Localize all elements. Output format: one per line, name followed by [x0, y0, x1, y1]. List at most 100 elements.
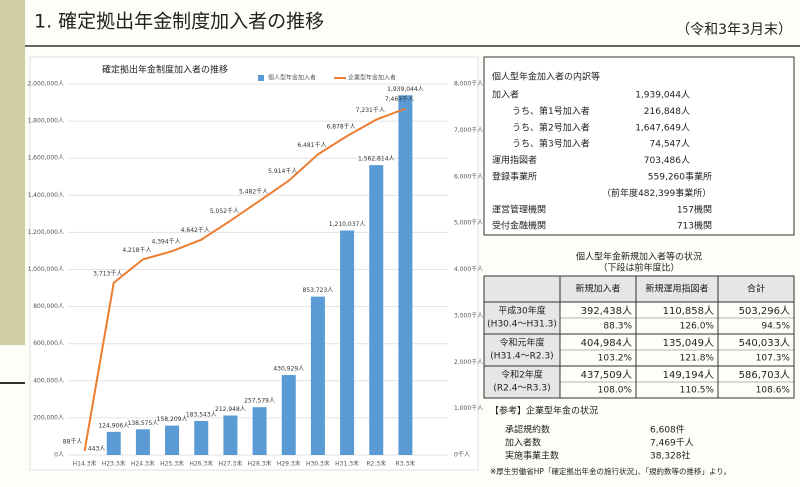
date: （令和3年3月末） [676, 22, 792, 38]
x-tick-label: H23.3末 [102, 460, 126, 468]
breakdown-value: 559,260事業所 [648, 171, 712, 183]
y-tick-label: 400,000人 [33, 377, 64, 384]
breakdown-label: 運用指図者 [492, 154, 537, 166]
y-tick-label: 1,600,000人 [27, 155, 64, 162]
line-value-label: 88千人 [63, 437, 83, 445]
breakdown-label: 運営管理機関 [492, 203, 546, 215]
breakdown-label: 受付金融機関 [492, 220, 546, 232]
breakdown-value: 1,939,044人 [635, 90, 690, 101]
row-period: (H31.4～R2.3) [490, 352, 553, 362]
bar [310, 296, 325, 455]
cell-ratio: 108.6% [756, 386, 791, 396]
breakdown-label: 加入者 [492, 90, 519, 101]
footnote: ※厚生労働省HP「確定拠出年金の施行状況」、「規約数等の推移」より。 [490, 466, 731, 476]
bar-value-label: 1,210,037人 [329, 221, 366, 228]
x-tick-label: H24.3末 [131, 460, 155, 468]
cell-ratio: 88.3% [603, 322, 632, 332]
y2-tick-label: 8,000千人 [454, 80, 483, 88]
line-value-label: 3,713千人 [93, 269, 122, 277]
y-tick-label: 200,000人 [33, 414, 64, 421]
table-subtitle: （下段は前年度比） [598, 262, 679, 274]
breakdown-box [483, 56, 795, 236]
bar-value-label: 853,723人 [303, 287, 334, 294]
bar [281, 375, 296, 455]
reference-label: 実施事業主数 [505, 450, 559, 462]
bar-value-label: 443人 [88, 445, 105, 452]
bar-value-label: 138,575人 [128, 420, 159, 427]
y-tick-label: 1,400,000人 [27, 192, 64, 199]
line-value-label: 4,218千人 [122, 246, 151, 254]
cell-value: 135,049人 [663, 337, 714, 349]
x-tick-label: R3.3末 [396, 460, 416, 468]
line [83, 107, 406, 452]
bar-value-label: 212,948人 [215, 406, 246, 413]
y-tick-label: 800,000人 [33, 303, 64, 310]
cell-value: 540,033人 [739, 337, 790, 349]
breakdown-value: 216,848人 [644, 106, 690, 117]
cell-value: 503,296人 [739, 305, 790, 317]
row-period: (H30.4～H31.3) [487, 320, 557, 330]
reference-title: 【参考】企業型年金の状況 [490, 405, 598, 417]
row-label: 令和2年度 [501, 369, 543, 381]
cell-value: 437,509人 [581, 369, 632, 381]
breakdown-value: 157機関 [677, 203, 712, 215]
cell-value: 404,984人 [581, 337, 632, 349]
line-value-label: 7,469千人 [385, 95, 414, 103]
line-value-label: 5,482千人 [239, 187, 268, 195]
bar-value-label: 1,562,814人 [358, 156, 395, 163]
cell-ratio: 94.5% [761, 322, 790, 332]
breakdown-label: （前年度482,399事業所） [602, 187, 711, 199]
bar-value-label: 1,939,044人 [387, 86, 424, 93]
table-header: 合計 [747, 283, 765, 295]
line-value-label: 4,642千人 [181, 226, 210, 234]
x-tick-label: H27.3末 [218, 460, 242, 468]
y-tick-label: 1,800,000人 [27, 118, 64, 125]
cell-value: 392,438人 [581, 305, 632, 317]
line-value-label: 5,052千人 [210, 207, 239, 215]
bar [340, 230, 355, 455]
breakdown-value: 703,486人 [644, 155, 690, 166]
y2-tick-label: 6,000千人 [454, 172, 483, 180]
row-head-bg [484, 334, 560, 366]
table-border [483, 275, 795, 399]
bar [194, 420, 209, 455]
cell-ratio: 108.0% [598, 386, 633, 396]
line-value-label: 7,231千人 [356, 106, 385, 114]
y2-tick-label: 3,000千人 [454, 311, 483, 319]
bar-value-label: 183,543人 [186, 411, 217, 418]
table-header: 新規運用指図者 [645, 283, 708, 295]
x-tick-label: H26.3末 [189, 460, 213, 468]
line-value-label: 4,394千人 [151, 238, 180, 246]
breakdown-label: 登録事業所 [492, 171, 537, 183]
cell-value: 586,703人 [739, 369, 790, 381]
row-label: 令和元年度 [499, 337, 544, 349]
y2-tick-label: 1,000千人 [454, 404, 483, 412]
bar-value-label: 124,906人 [98, 422, 129, 429]
cell-ratio: 103.2% [598, 354, 633, 364]
x-tick-label: H25.3末 [160, 460, 184, 468]
x-tick-label: H30.3末 [306, 460, 330, 468]
legend-label: 企業型年金加入者 [348, 74, 396, 82]
breakdown-label: うち、第1号加入者 [512, 105, 590, 117]
bar-value-label: 257,579人 [244, 398, 275, 405]
legend-swatch [258, 75, 264, 81]
x-tick-label: H14.3末 [73, 460, 97, 468]
bar [165, 425, 180, 455]
y2-tick-label: 4,000千人 [454, 265, 483, 273]
bar-value-label: 430,929人 [273, 366, 304, 373]
bar [252, 407, 267, 455]
line-value-label: 6,481千人 [297, 141, 326, 149]
chart-title: 確定拠出年金制度加入者の推移 [102, 64, 228, 76]
line-value-label: 5,914千人 [268, 167, 297, 175]
x-tick-label: H31.3末 [335, 460, 359, 468]
y-tick-label: 1,200,000人 [27, 229, 64, 236]
x-tick-label: H29.3末 [277, 460, 301, 468]
x-tick-label: H28.3末 [248, 460, 272, 468]
bar [135, 429, 150, 455]
table-header: 新規加入者 [575, 283, 620, 295]
y2-tick-label: 7,000千人 [454, 126, 483, 134]
line-value-label: 6,878千人 [326, 123, 355, 131]
cell-ratio: 107.3% [756, 354, 791, 364]
breakdown-label: うち、第3号加入者 [512, 138, 590, 150]
